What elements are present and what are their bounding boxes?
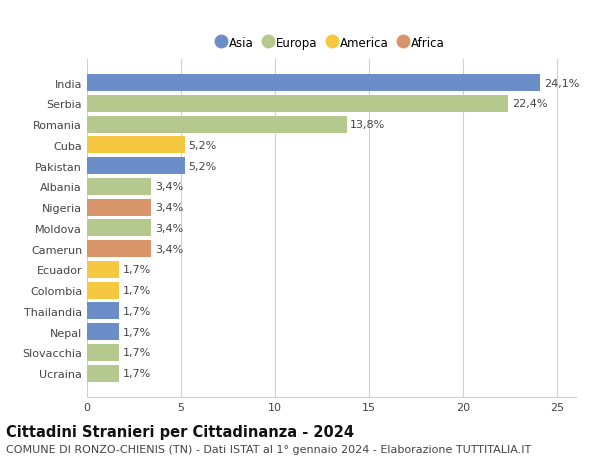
Bar <box>87 302 119 319</box>
Text: COMUNE DI RONZO-CHIENIS (TN) - Dati ISTAT al 1° gennaio 2024 - Elaborazione TUTT: COMUNE DI RONZO-CHIENIS (TN) - Dati ISTA… <box>6 444 531 454</box>
Bar <box>87 323 119 340</box>
Bar <box>87 220 151 237</box>
Bar <box>87 365 119 382</box>
Text: 1,7%: 1,7% <box>123 368 151 378</box>
Bar <box>87 199 151 216</box>
Bar <box>87 95 508 112</box>
Bar <box>87 241 151 257</box>
Text: Cittadini Stranieri per Cittadinanza - 2024: Cittadini Stranieri per Cittadinanza - 2… <box>6 425 354 440</box>
Text: 3,4%: 3,4% <box>155 244 183 254</box>
Text: 1,7%: 1,7% <box>123 327 151 337</box>
Bar <box>87 344 119 361</box>
Bar <box>87 179 151 196</box>
Text: 13,8%: 13,8% <box>350 120 386 130</box>
Bar <box>87 158 185 175</box>
Bar <box>87 75 540 92</box>
Bar <box>87 261 119 278</box>
Bar <box>87 137 185 154</box>
Text: 3,4%: 3,4% <box>155 224 183 233</box>
Text: 1,7%: 1,7% <box>123 347 151 358</box>
Text: 5,2%: 5,2% <box>188 140 217 151</box>
Text: 3,4%: 3,4% <box>155 182 183 192</box>
Legend: Asia, Europa, America, Africa: Asia, Europa, America, Africa <box>214 32 449 54</box>
Text: 5,2%: 5,2% <box>188 161 217 171</box>
Text: 1,7%: 1,7% <box>123 306 151 316</box>
Text: 22,4%: 22,4% <box>512 99 548 109</box>
Text: 1,7%: 1,7% <box>123 265 151 275</box>
Text: 24,1%: 24,1% <box>544 78 580 89</box>
Text: 3,4%: 3,4% <box>155 203 183 213</box>
Text: 1,7%: 1,7% <box>123 285 151 296</box>
Bar <box>87 282 119 299</box>
Bar <box>87 117 347 134</box>
